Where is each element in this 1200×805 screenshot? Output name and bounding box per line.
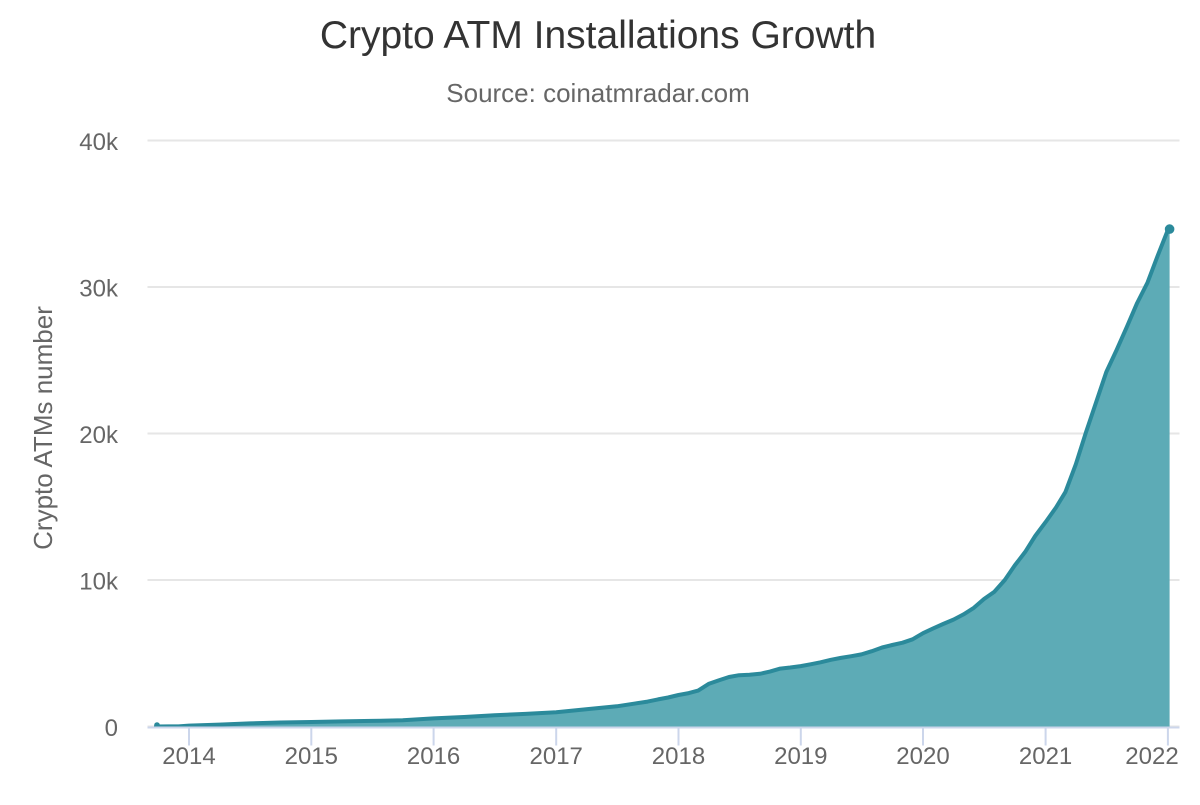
svg-text:40k: 40k: [79, 129, 119, 156]
svg-text:Crypto ATM Installations Growt: Crypto ATM Installations Growth: [320, 14, 876, 57]
svg-text:2015: 2015: [285, 743, 338, 770]
svg-text:20k: 20k: [79, 422, 119, 449]
svg-text:2019: 2019: [774, 743, 827, 770]
svg-text:2021: 2021: [1019, 743, 1072, 770]
svg-text:2016: 2016: [407, 743, 460, 770]
svg-text:10k: 10k: [79, 569, 119, 596]
svg-text:Source: coinatmradar.com: Source: coinatmradar.com: [446, 78, 749, 108]
svg-text:2017: 2017: [530, 743, 583, 770]
svg-text:2020: 2020: [896, 743, 949, 770]
svg-text:0: 0: [105, 715, 118, 742]
svg-text:30k: 30k: [79, 276, 119, 303]
svg-text:Crypto ATMs number: Crypto ATMs number: [28, 306, 58, 550]
svg-text:2018: 2018: [652, 743, 705, 770]
svg-text:2022: 2022: [1125, 743, 1178, 770]
svg-text:2014: 2014: [162, 743, 215, 770]
